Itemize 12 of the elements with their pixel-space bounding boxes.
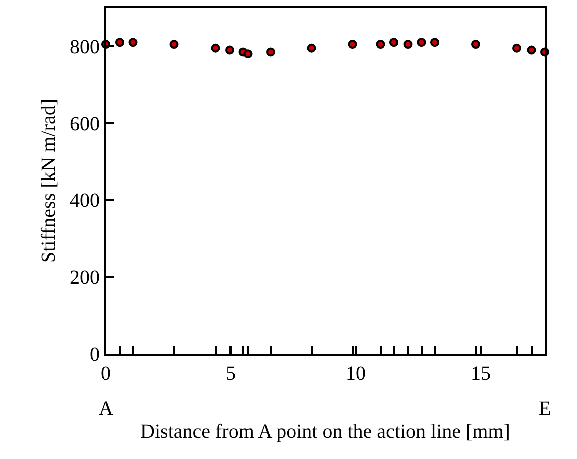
x-tick-label: 15 xyxy=(471,363,491,385)
y-axis-title: Stiffness [kN m/rad] xyxy=(38,98,60,264)
x-axis-title: Distance from A point on the action line [mm] xyxy=(140,421,510,443)
y-tick-label: 400 xyxy=(70,190,100,212)
y-tick-label: 200 xyxy=(70,267,100,290)
x-tick-label: 10 xyxy=(346,363,366,385)
x-tick-label: 5 xyxy=(226,363,236,385)
text: A xyxy=(99,398,114,420)
y-tick-label: 600 xyxy=(70,113,100,136)
y-tick-label: 0 xyxy=(90,344,100,366)
y-tick-label: 800 xyxy=(70,36,100,58)
text: E xyxy=(539,398,552,420)
